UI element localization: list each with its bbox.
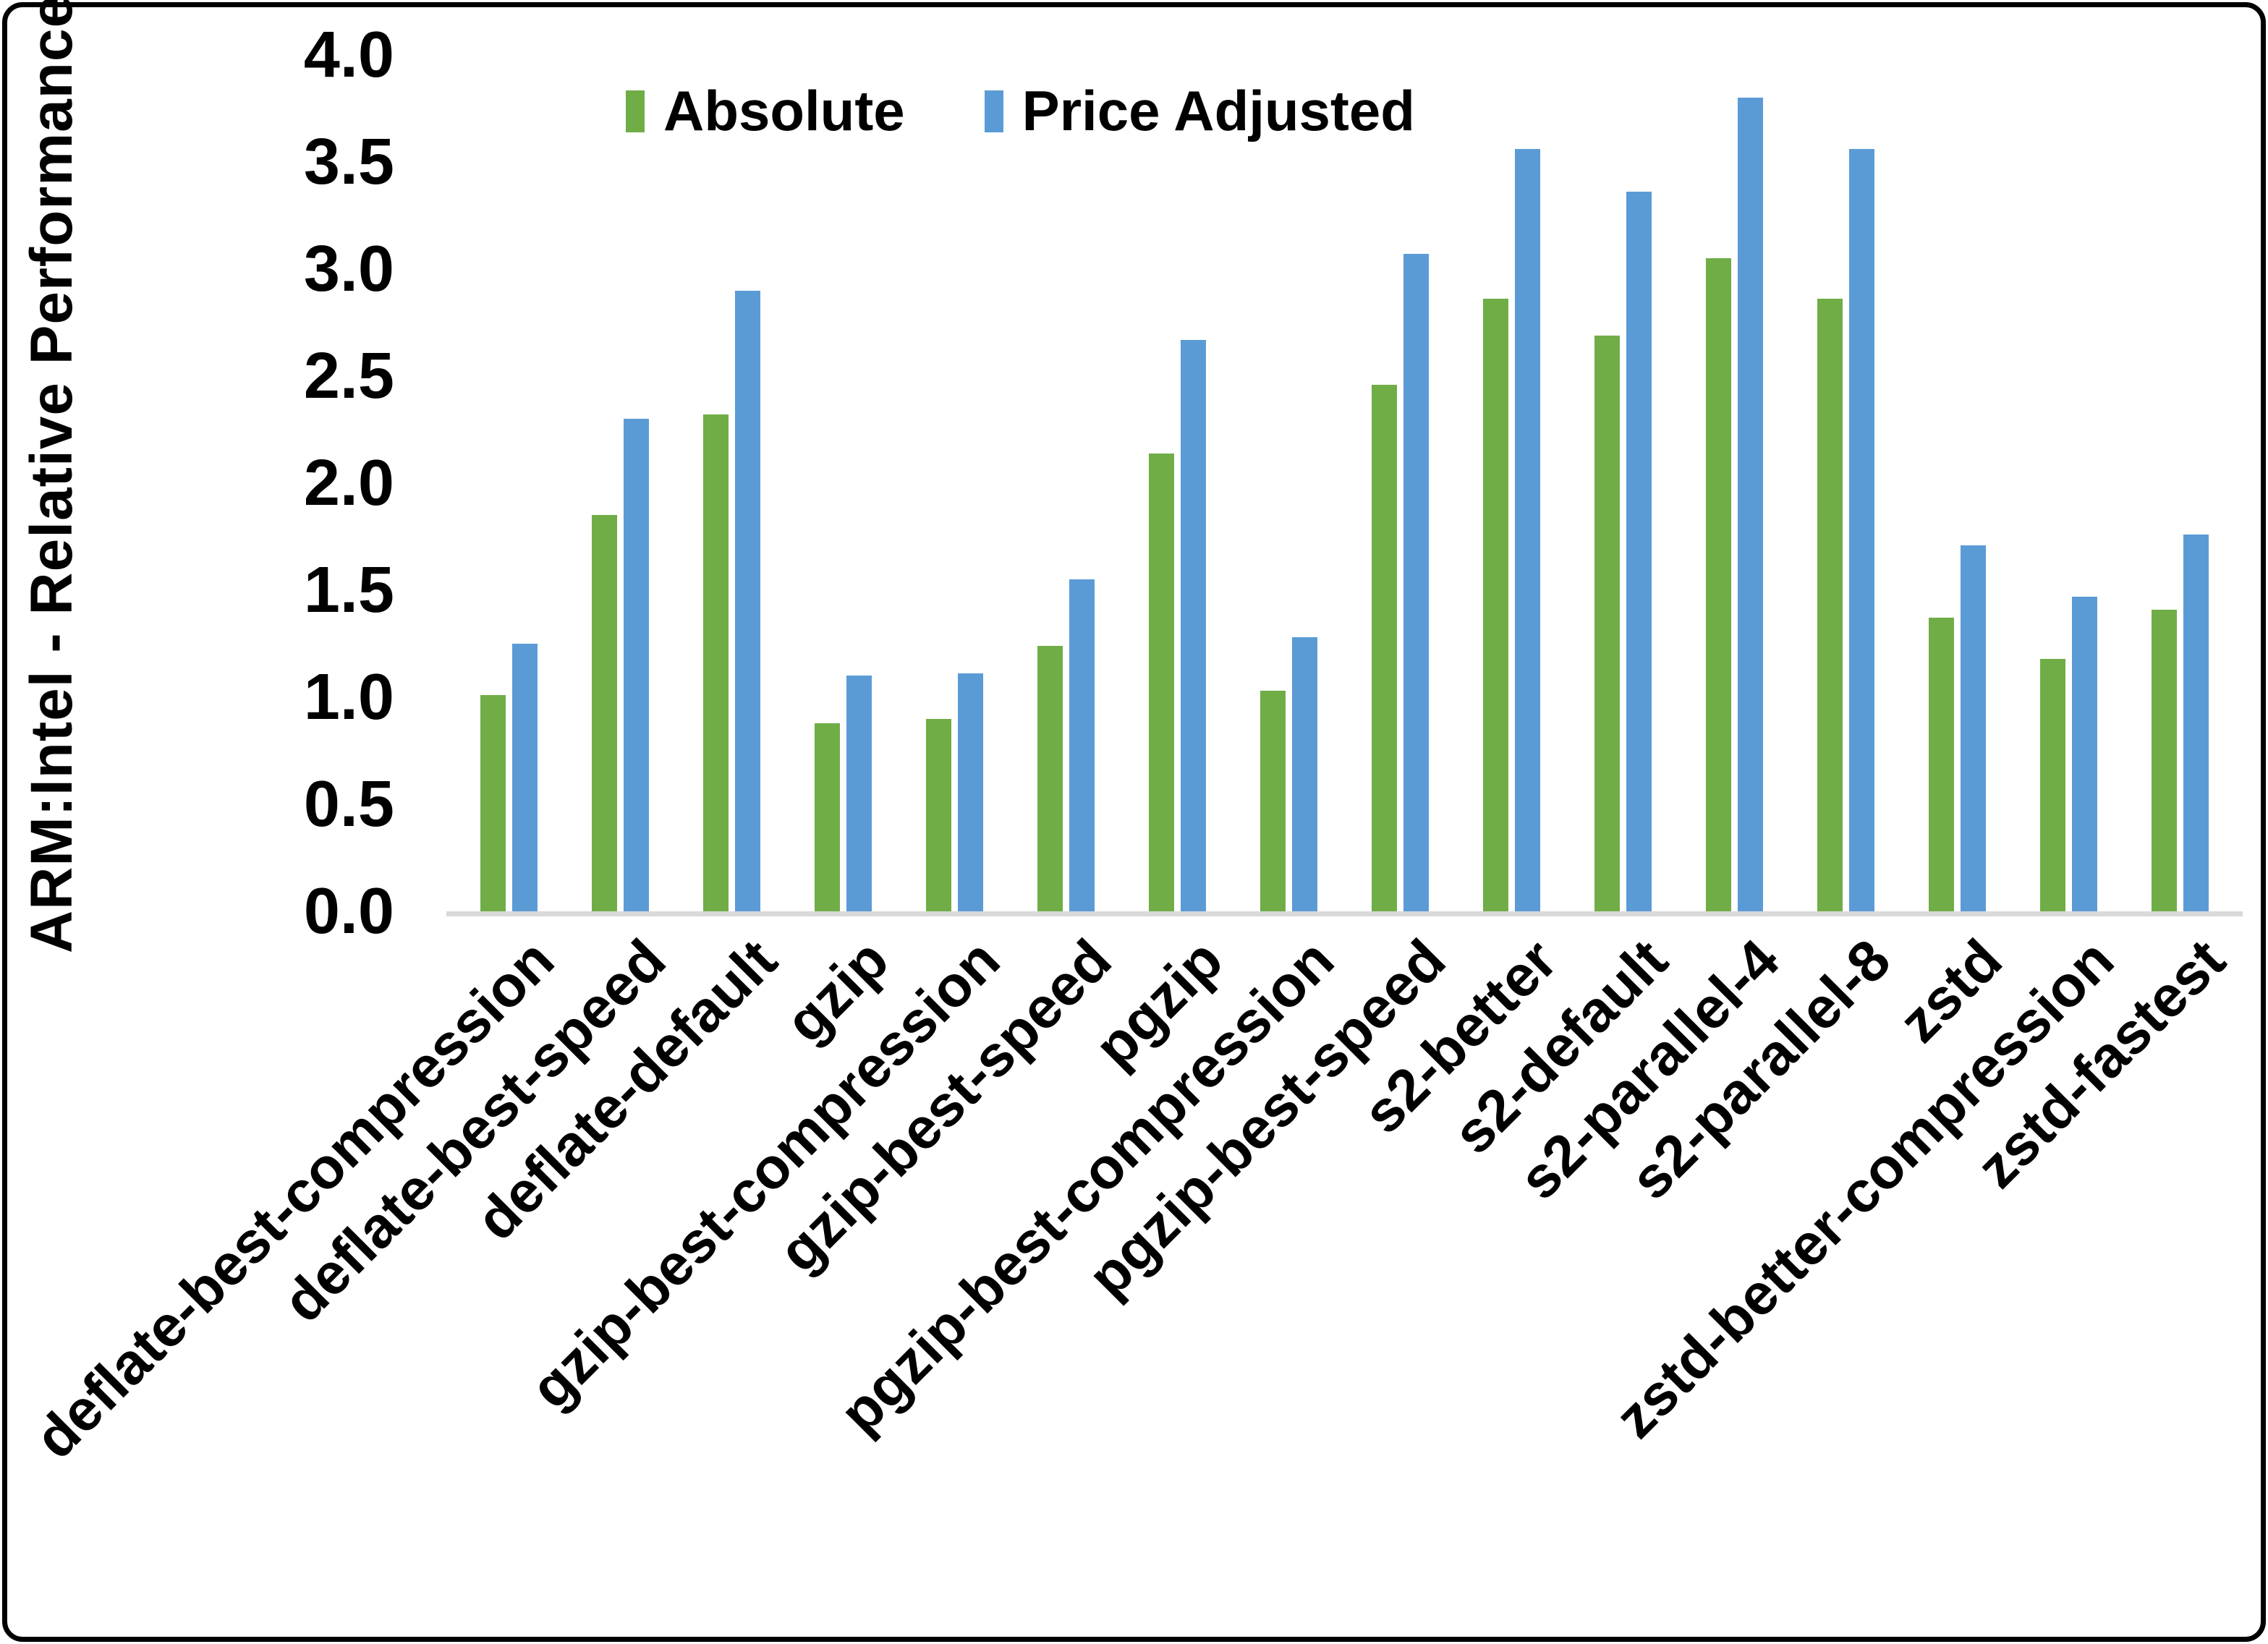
bar-group-zstd [1901,55,2013,911]
bar-price-adjusted [1292,637,1318,911]
bar-group-gzip [788,55,899,911]
y-tick-label: 0.0 [303,875,394,947]
bar-price-adjusted [512,644,538,911]
bar-price-adjusted [846,676,872,911]
bar-price-adjusted [1514,149,1540,911]
bar-group-pgzip [1122,55,1233,911]
y-tick-label: 0.5 [303,768,394,840]
bar-absolute [703,414,729,911]
plot-area [454,55,2235,911]
bar-absolute [1037,645,1063,911]
bar-price-adjusted [1069,579,1095,911]
bar-group-pgzip-best-compression [1233,55,1345,911]
bar-group-s2-parallel-4 [1678,55,1790,911]
legend-swatch-absolute [626,90,645,132]
legend-label-price-adjusted: Price Adjusted [1022,79,1415,142]
bar-group-pgzip-best-speed [1345,55,1456,911]
bar-absolute [1482,299,1508,911]
y-tick-label: 3.0 [303,233,394,305]
x-axis-line [446,911,2243,916]
legend-item-price-adjusted: Price Adjusted [984,78,1415,144]
bar-absolute [480,695,506,911]
y-tick-label: 1.5 [303,554,394,626]
bar-absolute [1371,384,1397,911]
bar-group-s2-better [1456,55,1567,911]
bar-price-adjusted [2183,534,2209,911]
bar-price-adjusted [1848,149,1874,911]
bar-price-adjusted [735,290,761,911]
bar-price-adjusted [2071,596,2097,911]
bar-absolute [1928,618,1954,911]
bar-absolute [1594,335,1620,911]
bar-price-adjusted [1960,545,1986,911]
bar-price-adjusted [1626,192,1652,911]
bar-price-adjusted [624,419,650,911]
bar-absolute [1817,299,1843,911]
legend-item-absolute: Absolute [626,78,905,144]
bar-absolute [2151,609,2177,911]
bar-absolute [1260,691,1286,911]
bar-price-adjusted [1403,254,1429,911]
bar-absolute [2039,658,2065,911]
bar-group-gzip-best-compression [899,55,1011,911]
y-tick-label: 2.0 [303,447,394,519]
bar-group-deflate-best-compression [454,55,565,911]
y-tick-label: 1.0 [303,661,394,733]
y-tick-label: 2.5 [303,340,394,412]
legend: Absolute Price Adjusted [626,78,1415,144]
bar-group-deflate-best-speed [565,55,676,911]
bar-price-adjusted [958,673,984,911]
y-tick-label: 3.5 [303,126,394,198]
bar-price-adjusted [1737,98,1763,911]
bar-group-zstd-better-compression [2013,55,2124,911]
bar-price-adjusted [1181,339,1207,911]
bar-absolute [1149,453,1175,911]
y-tick-label: 4.0 [303,19,394,91]
legend-swatch-price-adjusted [984,90,1003,132]
bar-group-s2-parallel-8 [1790,55,1901,911]
bar-group-gzip-best-speed [1011,55,1122,911]
bar-absolute [815,723,841,911]
bar-group-deflate-default [676,55,788,911]
bar-absolute [926,718,952,911]
bar-absolute [1705,258,1731,911]
bar-group-s2-default [1567,55,1678,911]
bar-absolute [592,515,618,911]
bar-group-zstd-fastest [2124,55,2235,911]
legend-label-absolute: Absolute [663,79,905,142]
